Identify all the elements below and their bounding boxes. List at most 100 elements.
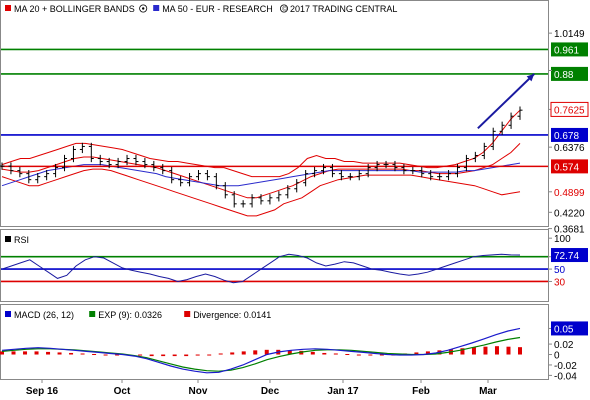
macd-y-axis: 0.020-0.02-0.04 0.05 bbox=[548, 321, 588, 382]
divergence-bar bbox=[345, 354, 350, 355]
price-bar bbox=[374, 160, 380, 172]
rsi-tick-label: 50 bbox=[554, 265, 566, 276]
settings-icon bbox=[139, 4, 148, 13]
divergence-bar bbox=[333, 353, 338, 355]
price-legend: MA 20 + BOLLINGER BANDS MA 50 - EUR - RES… bbox=[5, 4, 397, 14]
divergence-bar bbox=[92, 354, 97, 355]
divergence-bar bbox=[195, 354, 200, 356]
price-bar bbox=[258, 194, 264, 205]
divergence-bar bbox=[184, 354, 189, 357]
ma50-line bbox=[1, 162, 521, 187]
x-tick-label: Mar bbox=[479, 386, 497, 397]
level-value-box-0: 0.961 bbox=[551, 42, 588, 57]
settings-icon-dot bbox=[142, 7, 145, 10]
level-value-box-2: 0.678 bbox=[551, 127, 588, 142]
rsi-level-lines bbox=[1, 255, 548, 283]
price-bar bbox=[17, 166, 23, 178]
price-tick-label: 0.6376 bbox=[554, 143, 585, 154]
price-bar bbox=[285, 185, 291, 199]
price-bar bbox=[276, 191, 282, 202]
divergence-bar bbox=[518, 347, 522, 355]
svg-text:0.678: 0.678 bbox=[554, 131, 579, 142]
price-bars bbox=[0, 106, 523, 208]
forecast-arrow-shaft bbox=[477, 73, 535, 130]
bollinger-upper-line bbox=[1, 109, 521, 178]
price-bar bbox=[463, 154, 469, 172]
copyright-notice: © 2017 TRADING CENTRAL bbox=[279, 4, 397, 14]
price-bar bbox=[517, 106, 523, 120]
price-bar bbox=[142, 157, 148, 169]
price-tick-label: 0.3681 bbox=[554, 225, 585, 236]
divergence-bar bbox=[23, 351, 28, 355]
price-bar bbox=[26, 170, 32, 184]
price-bar bbox=[97, 154, 103, 166]
svg-text:72.74: 72.74 bbox=[554, 251, 579, 262]
price-bar bbox=[356, 170, 362, 181]
divergence-bar bbox=[425, 351, 430, 355]
price-legend-label: MA 20 + BOLLINGER BANDS bbox=[14, 4, 135, 14]
divergence-bar bbox=[172, 354, 177, 357]
price-bar bbox=[410, 166, 416, 175]
divergence-bar bbox=[310, 351, 315, 355]
macd-legend-label: EXP (9): 0.0326 bbox=[98, 310, 162, 320]
price-bar bbox=[490, 127, 496, 151]
price-bar bbox=[508, 112, 514, 129]
price-bar bbox=[213, 173, 219, 190]
macd-legend: MACD (26, 12) EXP (9): 0.0326 Divergence: … bbox=[5, 310, 271, 320]
price-legend-swatch bbox=[153, 5, 160, 11]
price-legend-swatch bbox=[5, 5, 11, 11]
price-bar bbox=[0, 162, 5, 170]
price-bar bbox=[8, 162, 14, 175]
forecast-arrow-head bbox=[526, 73, 535, 82]
divergence-bar bbox=[460, 348, 465, 355]
divergence-bar bbox=[264, 349, 269, 355]
divergence-bar bbox=[149, 354, 154, 357]
rsi-value-box: 72.74 bbox=[551, 248, 588, 263]
divergence-bar bbox=[218, 353, 223, 355]
macd-tick-label: 0 bbox=[554, 351, 560, 362]
price-bar bbox=[106, 157, 112, 169]
svg-text:0.05: 0.05 bbox=[554, 324, 574, 335]
x-tick-label: Sep 16 bbox=[26, 386, 59, 397]
price-bar bbox=[499, 121, 505, 135]
price-bar bbox=[303, 170, 309, 187]
price-bar bbox=[187, 173, 193, 187]
macd-tick-label: -0.04 bbox=[554, 371, 577, 382]
price-bar bbox=[321, 163, 327, 175]
macd-panel-frame bbox=[0, 304, 549, 380]
rsi-tick-label: 100 bbox=[554, 234, 571, 245]
price-bar bbox=[62, 154, 68, 172]
divergence-bar bbox=[379, 354, 384, 356]
divergence-bar bbox=[287, 350, 292, 355]
divergence-bar bbox=[356, 354, 361, 356]
x-tick-label: Dec bbox=[261, 386, 280, 397]
price-bar bbox=[178, 176, 184, 187]
divergence-bar bbox=[11, 351, 16, 355]
rsi-legend-swatch bbox=[5, 236, 11, 242]
divergence-bar bbox=[241, 351, 246, 355]
divergence-bar bbox=[414, 352, 419, 355]
price-bar bbox=[222, 182, 228, 199]
price-bar bbox=[392, 160, 398, 172]
divergence-bar bbox=[322, 352, 327, 355]
rsi-tick-label: 30 bbox=[554, 277, 566, 288]
price-bar bbox=[204, 170, 210, 181]
price-bar bbox=[481, 142, 487, 160]
divergence-bar bbox=[253, 350, 258, 355]
price-bar bbox=[401, 163, 407, 175]
rsi-legend: RSI bbox=[5, 235, 29, 245]
price-bar bbox=[267, 194, 273, 205]
price-bar bbox=[53, 163, 59, 178]
x-tick-label: Oct bbox=[114, 386, 131, 397]
price-value-box-0: 0.7625 bbox=[550, 101, 589, 117]
price-bar bbox=[419, 166, 425, 178]
price-bar bbox=[446, 170, 452, 181]
price-bar bbox=[169, 166, 175, 184]
macd-legend-swatch bbox=[184, 311, 191, 317]
divergence-bar bbox=[46, 351, 51, 355]
price-bar bbox=[329, 163, 335, 178]
x-axis: Sep 16 Oct Nov Dec Jan 17 Feb Mar bbox=[26, 379, 497, 397]
price-bar bbox=[124, 154, 130, 166]
